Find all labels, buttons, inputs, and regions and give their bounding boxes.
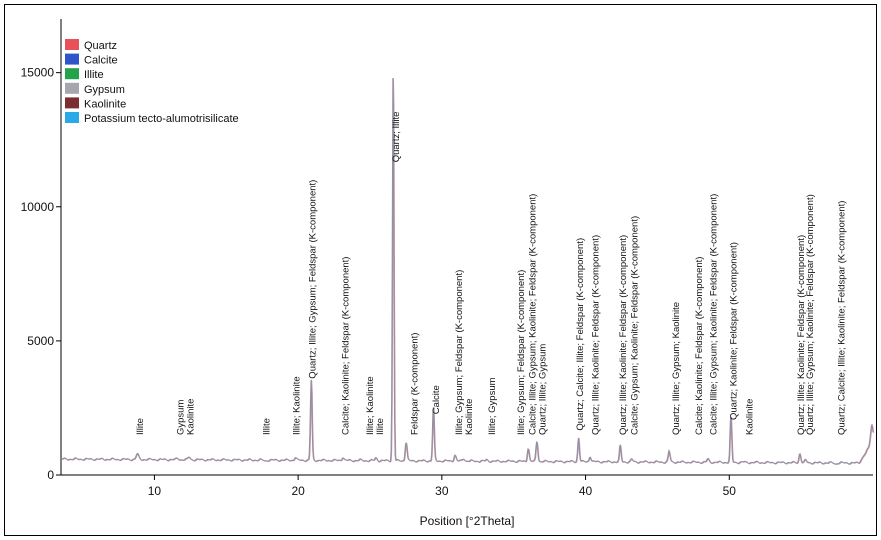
y-tick-label: 10000: [21, 200, 55, 214]
legend-swatch: [65, 53, 79, 65]
peak-label: Illite: [135, 418, 146, 435]
legend-entry: Gypsum: [84, 84, 125, 96]
peak-label: Quartz; Illite; Kaolinite; Feldspar (K-c…: [618, 235, 629, 435]
x-tick-label: 10: [148, 484, 162, 498]
peak-label: Illite; Kaolinite: [292, 376, 303, 435]
legend-swatch: [65, 82, 79, 94]
peak-label: Calcite: [431, 385, 442, 414]
peak-label: Illite; Gypsum; Feldspar (K-component): [454, 270, 465, 435]
y-tick-label: 15000: [21, 66, 55, 80]
peak-label: Feldspar (K-component): [410, 333, 421, 435]
legend-entry: Illite: [84, 69, 104, 81]
peak-label: Quartz; Calcite; Illite; Feldspar (K-com…: [575, 238, 586, 431]
legend-swatch: [65, 97, 79, 109]
pattern-trace: [60, 77, 874, 465]
peak-label: Quartz; Kaolinite; Feldspar (K-component…: [729, 242, 740, 420]
peak-label: Quartz; Illite; Kaolinite; Feldspar (K-c…: [796, 235, 807, 435]
xrd-pattern-chart: 0 5000 10000 15000 10 20 30 40 50 Quartz Calcite I…: [21, 19, 875, 528]
y-tick-label: 5000: [27, 334, 54, 348]
peak-label: Gypsum: [175, 400, 186, 435]
peak-label: Quartz; Illite; Kaolinite; Feldspar (K-c…: [591, 235, 602, 435]
peak-label: Kaolinite: [185, 399, 196, 435]
peak-label: Illite; Gypsum; Feldspar (K-component): [516, 270, 527, 435]
axes: 0 5000 10000 15000 10 20 30 40 50: [21, 19, 873, 498]
peak-annotations: Illite Gypsum Kaolinite Illite Illite; Kaoli…: [135, 112, 847, 435]
legend-swatch: [65, 68, 79, 80]
peak-label: Illite: [262, 418, 273, 435]
legend-swatch: [65, 39, 79, 50]
legend-swatch: [65, 112, 79, 123]
peak-label: Calcite; Gypsum; Kaolinite; Feldspar (K-…: [629, 216, 640, 435]
x-tick-label: 30: [435, 484, 449, 498]
peak-label: Quartz; Illite; Gypsum; Feldspar (K-comp…: [308, 180, 319, 379]
peak-label: Quartz; Illite: [391, 112, 402, 163]
x-tick-label: 40: [579, 484, 593, 498]
peak-label: Quartz; Illite; Gypsum; Kaolinite: [671, 302, 682, 435]
y-tick-label: 0: [47, 468, 54, 482]
legend-entry: Kaolinite: [84, 98, 126, 110]
peak-label: Calcite; Illite; Gypsum; Kaolinite; Feld…: [527, 194, 538, 435]
peak-label: Calcite; Kaolinite; Feldspar (K-componen…: [694, 257, 705, 435]
legend: Quartz Calcite Illite Gypsum Kaolinite Potass…: [65, 39, 239, 125]
series-layer: [60, 77, 875, 465]
peak-label: Illite; Kaolinite: [365, 376, 376, 435]
peak-label: Illite: [375, 418, 386, 435]
peak-label: Illite; Gypsum: [487, 377, 498, 435]
peak-label: Calcite; Kaolinite; Feldspar (K-componen…: [341, 257, 352, 435]
peak-label: Calcite; Illite; Gypsum; Kaolinite; Feld…: [709, 194, 720, 435]
legend-entry: Quartz: [84, 40, 117, 52]
peak-label: Kaolinite: [744, 399, 755, 435]
x-axis-label: Position [°2Theta]: [420, 514, 515, 528]
x-tick-label: 50: [723, 484, 737, 498]
x-tick-label: 20: [291, 484, 305, 498]
legend-entry: Potassium tecto-alumotrisilicate: [84, 113, 239, 125]
legend-entry: Calcite: [84, 55, 118, 67]
peak-label: Quartz; Illite; Gypsum: [538, 344, 549, 435]
chart-frame: 0 5000 10000 15000 10 20 30 40 50 Quartz Calcite I…: [4, 4, 877, 536]
peak-label: Kaolinite: [464, 399, 475, 435]
peak-label: Quartz; Calcite; Illite; Kaolinite; Feld…: [836, 201, 847, 435]
peak-label: Quartz; Illite; Gypsum; Kaolinite; Felds…: [805, 194, 816, 435]
